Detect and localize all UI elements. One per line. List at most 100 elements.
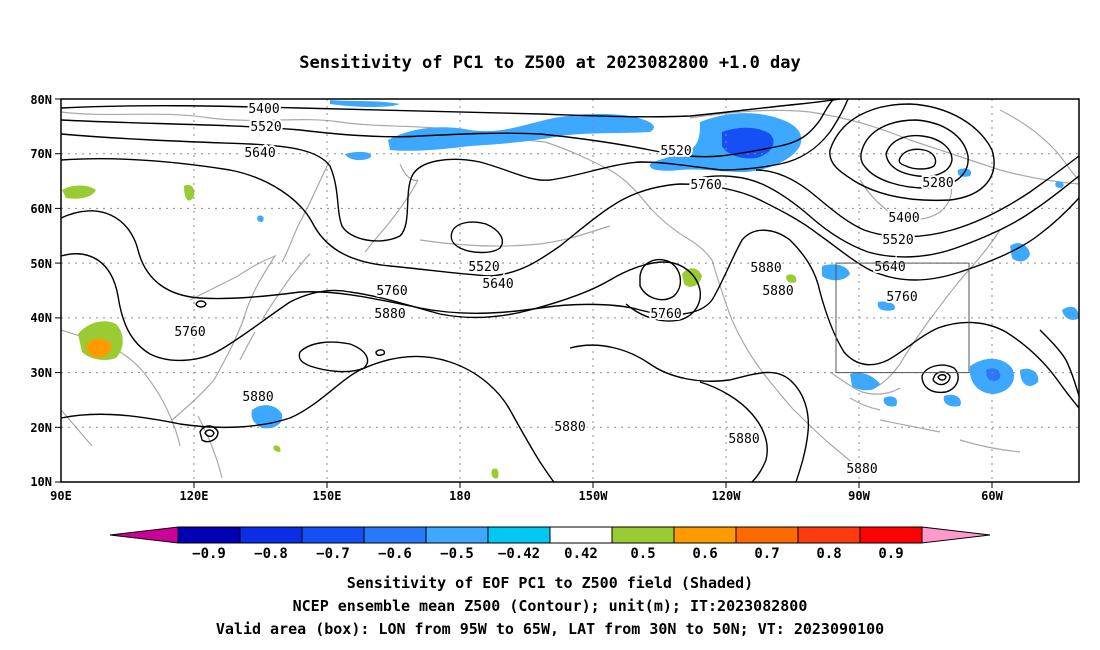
colorbar-label: 0.7 — [754, 546, 779, 562]
colorbar-label: −0.8 — [254, 546, 288, 562]
colorbar-label: 0.6 — [692, 546, 717, 562]
shade-blue-labrador — [1010, 243, 1030, 262]
colorbar-left-tip — [109, 526, 179, 544]
lat-label: 70N — [30, 147, 52, 161]
contour-ring-f-inner — [937, 374, 947, 381]
contour-ring-f-mid — [932, 371, 951, 386]
contour-label: 5400 — [248, 102, 279, 117]
coast-canada-arctic — [689, 109, 1080, 185]
caption-line-3: Valid area (box): LON from 95W to 65W, L… — [216, 620, 884, 638]
coast-caribbean — [879, 419, 1021, 453]
shade-blue-small-b — [1055, 181, 1064, 188]
lon-label: 90E — [50, 489, 72, 503]
valid-area-box — [835, 262, 970, 374]
contour-labels: 5400 5520 5640 5520 5760 5280 5400 5520 … — [172, 100, 955, 479]
contour-label: 5640 — [874, 260, 905, 275]
colorbar-label: 0.9 — [878, 546, 903, 562]
shade-blue-atlantic-d — [943, 394, 961, 407]
lat-label: 40N — [30, 311, 52, 325]
contour-ring-a — [450, 221, 504, 254]
shade-green-mongolia — [184, 184, 195, 201]
contour-ring-e — [199, 425, 219, 443]
contour-label: 5880 — [728, 432, 759, 447]
contour-label: 5880 — [242, 390, 273, 405]
shade-blue-arctic-b — [345, 151, 371, 161]
coast-alaska — [544, 141, 713, 261]
lat-label: 60N — [30, 202, 52, 216]
contour-ring-f — [921, 364, 959, 394]
colorbar-box — [425, 526, 489, 544]
caption-line-2: NCEP ensemble mean Z500 (Contour); unit(… — [293, 597, 808, 615]
contour-label: 5520 — [882, 233, 913, 248]
colorbar-box — [735, 526, 799, 544]
shade-green-rockies — [786, 274, 797, 283]
lon-label: 60W — [981, 489, 1003, 503]
figure-title: Sensitivity of PC1 to Z500 at 2023082800… — [299, 53, 801, 73]
colorbar-box — [673, 526, 737, 544]
colorbar-label: 0.42 — [564, 546, 598, 562]
contour-5880-south2 — [699, 381, 768, 483]
coast-north-america-west — [711, 259, 861, 471]
lon-label: 150E — [313, 489, 342, 503]
coast-greenland — [999, 109, 1080, 181]
contour-5880 — [60, 210, 1080, 409]
lat-label: 20N — [30, 421, 52, 435]
contour-label: 5760 — [886, 290, 917, 305]
shade-blue-atlantic-c — [1062, 306, 1079, 320]
colorbar-box — [859, 526, 923, 544]
shade-orange-india — [86, 338, 112, 358]
axis-ticks — [55, 98, 993, 488]
shade-blue-atlantic-a-core — [986, 368, 1001, 382]
colorbar-box — [363, 526, 427, 544]
shade-blue-siberia — [330, 100, 400, 107]
lat-label: 80N — [30, 93, 52, 107]
shade-blue-atlantic-b — [1020, 368, 1039, 386]
coast-hudson-bay — [859, 179, 953, 221]
contour-label: 5760 — [174, 325, 205, 340]
caption: Sensitivity of EOF PC1 to Z500 field (Sh… — [216, 574, 884, 638]
contour-ring-c — [298, 341, 369, 373]
contour-low-inner — [885, 134, 953, 178]
contour-label: 5880 — [846, 462, 877, 477]
contour-5520 — [60, 98, 835, 158]
colorbar: −0.9 −0.8 −0.7 −0.6 −0.5 −0.42 0.42 0.5 0.6 0.7 0.… — [109, 526, 991, 562]
contour-ring-d — [195, 300, 207, 308]
lon-label: 120W — [712, 489, 742, 503]
shade-blue-arctic-a — [388, 113, 654, 151]
colorbar-box — [301, 526, 365, 544]
shade-blue-beaufort-core — [722, 127, 774, 159]
colorbar-box — [239, 526, 303, 544]
colorbar-right-tip — [921, 526, 991, 544]
contour-low-mid — [860, 119, 969, 189]
colorbar-label: −0.7 — [316, 546, 350, 562]
contour-low-core — [898, 148, 937, 170]
caption-line-1: Sensitivity of EOF PC1 to Z500 field (Sh… — [347, 574, 753, 592]
contour-label: 5400 — [888, 211, 919, 226]
lat-label: 30N — [30, 366, 52, 380]
contour-label: 5880 — [750, 261, 781, 276]
colorbar-label: −0.42 — [498, 546, 540, 562]
contour-5880-south — [60, 355, 555, 483]
colorbar-label: 0.5 — [630, 546, 655, 562]
contour-label: 5880 — [374, 307, 405, 322]
contour-ring-e-inner — [204, 429, 215, 438]
colorbar-boxes — [177, 526, 923, 544]
colorbar-labels: −0.9 −0.8 −0.7 −0.6 −0.5 −0.42 0.42 0.5 0.6 0.7 0.… — [192, 546, 904, 562]
shade-green-west — [62, 185, 96, 199]
lat-label: 50N — [30, 257, 52, 271]
shade-blue-caribbean — [850, 372, 880, 391]
map-background — [61, 99, 1079, 482]
contour-ring-b — [639, 258, 681, 301]
contour-atlantic-tail — [1039, 329, 1080, 397]
contour-label: 5520 — [468, 260, 499, 275]
contour-5400-north2 — [755, 155, 1080, 238]
contour-label: 5760 — [690, 178, 721, 193]
contour-5520-north2 — [699, 175, 1080, 258]
map-panel: 5400 5520 5640 5520 5760 5280 5400 5520 … — [30, 93, 1080, 503]
contour-label: 5880 — [762, 284, 793, 299]
shade-blue-small-a — [257, 215, 264, 222]
contour-5760-north — [60, 158, 1080, 281]
shade-green-dateline — [491, 468, 499, 479]
